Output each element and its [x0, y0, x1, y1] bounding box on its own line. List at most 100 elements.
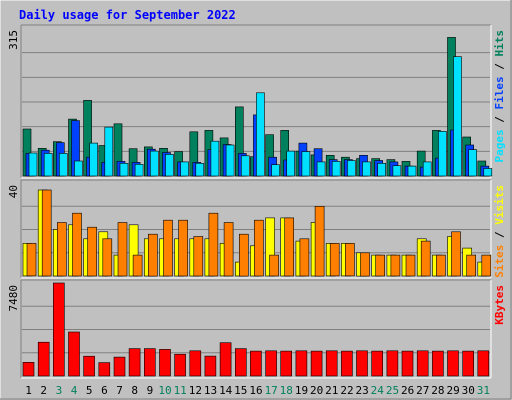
bar-sites-day-6 [102, 238, 113, 277]
bar-kbytes-day-30 [462, 350, 475, 377]
legend-entry-kbytes: KBytes [493, 285, 506, 325]
bar-sites-day-28 [436, 254, 446, 277]
bar-pages-day-25 [392, 165, 402, 177]
bar-kbytes-day-27 [416, 350, 429, 377]
bar-kbytes-day-3 [52, 282, 65, 377]
bar-kbytes-day-29 [447, 350, 459, 377]
bar-pages-day-11 [180, 161, 189, 177]
x-tick-label-19: 19 [295, 384, 308, 397]
legend-entry-visits: Visits [493, 185, 506, 225]
bar-pages-day-4 [74, 160, 83, 177]
bar-sites-day-24 [375, 254, 386, 277]
legend-separator: / [493, 110, 506, 130]
bar-kbytes-day-18 [280, 350, 293, 377]
x-tick-label-31: 31 [477, 384, 490, 397]
bar-pages-day-22 [347, 160, 356, 177]
x-tick-label-6: 6 [101, 384, 108, 397]
bar-pages-day-6 [104, 126, 114, 177]
bar-kbytes-day-31 [477, 350, 490, 377]
bar-kbytes-day-7 [113, 356, 126, 377]
panel-visits-sites: 40 Sites / Visits [7, 179, 506, 279]
x-tick-label-26: 26 [401, 384, 414, 397]
x-tick-label-3: 3 [56, 384, 63, 397]
x-tick-label-5: 5 [86, 384, 93, 397]
x-tick-label-13: 13 [204, 384, 217, 397]
x-tick-label-23: 23 [355, 384, 368, 397]
bar-sites-day-21 [329, 243, 340, 277]
bar-sites-day-19 [299, 238, 310, 277]
bar-pages-day-13 [210, 140, 220, 177]
bar-kbytes-day-16 [250, 350, 262, 377]
x-tick-label-27: 27 [416, 384, 429, 397]
bar-kbytes-day-28 [432, 350, 444, 377]
bar-pages-day-29 [453, 56, 462, 177]
bar-kbytes-day-24 [371, 350, 384, 377]
bar-kbytes-day-8 [128, 348, 141, 377]
bar-sites-day-27 [420, 240, 431, 277]
bar-kbytes-day-5 [83, 355, 95, 377]
bar-kbytes-day-1 [22, 361, 35, 377]
y-max-label: 40 [7, 185, 20, 198]
bar-sites-day-16 [254, 219, 264, 277]
y-max-label: 315 [7, 30, 20, 50]
x-tick-label-18: 18 [280, 384, 293, 397]
bar-kbytes-day-17 [265, 350, 277, 377]
bar-pages-day-28 [438, 131, 447, 177]
x-tick-label-9: 9 [147, 384, 154, 397]
bar-pages-day-8 [134, 164, 144, 177]
legend: Pages / Files / Hits [493, 30, 506, 163]
bar-kbytes-day-20 [310, 350, 323, 377]
bar-kbytes-day-14 [219, 342, 232, 377]
bar-kbytes-day-22 [341, 350, 353, 377]
x-tick-label-25: 25 [386, 384, 399, 397]
x-tick-label-7: 7 [116, 384, 123, 397]
x-tick-label-20: 20 [310, 384, 323, 397]
bar-kbytes-day-26 [401, 350, 414, 377]
bar-pages-day-2 [43, 153, 53, 177]
bar-pages-day-20 [316, 161, 326, 177]
bar-sites-day-14 [223, 222, 234, 277]
bar-kbytes-day-6 [98, 362, 111, 377]
bar-sites-day-1 [26, 243, 37, 277]
bar-pages-day-9 [150, 150, 159, 177]
bar-pages-day-27 [422, 161, 432, 177]
legend-separator: / [493, 225, 506, 245]
bar-pages-day-26 [407, 165, 417, 177]
panel-hits-files-pages: 315 Pages / Files / Hits [7, 24, 506, 179]
bar-kbytes-day-10 [159, 349, 171, 377]
bar-pages-day-30 [468, 149, 478, 177]
bar-pages-day-16 [256, 92, 265, 177]
x-tick-label-2: 2 [40, 384, 47, 397]
bar-sites-day-31 [481, 254, 492, 277]
x-tick-label-17: 17 [265, 384, 278, 397]
bar-sites-day-2 [41, 189, 52, 277]
bar-pages-day-1 [28, 152, 38, 177]
x-tick-label-10: 10 [158, 384, 171, 397]
bar-sites-day-3 [56, 222, 67, 277]
x-tick-label-4: 4 [71, 384, 78, 397]
bar-pages-day-3 [58, 153, 68, 177]
x-tick-label-28: 28 [431, 384, 444, 397]
bar-sites-day-7 [117, 222, 128, 277]
bar-pages-day-17 [271, 164, 280, 177]
bar-pages-day-10 [165, 154, 174, 177]
bar-sites-day-9 [148, 233, 158, 277]
bar-pages-day-19 [301, 151, 311, 177]
bar-pages-day-15 [241, 155, 250, 177]
bar-kbytes-day-25 [386, 350, 399, 377]
bar-kbytes-day-4 [68, 331, 80, 377]
bar-kbytes-day-19 [295, 350, 308, 377]
x-tick-label-14: 14 [219, 384, 233, 397]
bar-sites-day-15 [239, 233, 249, 277]
bar-kbytes-day-23 [356, 350, 368, 377]
bar-sites-day-17 [269, 254, 279, 277]
bar-pages-day-12 [195, 163, 205, 177]
legend: Sites / Visits [493, 185, 506, 278]
bar-sites-day-30 [466, 254, 477, 277]
bar-sites-day-26 [405, 254, 416, 277]
bar-sites-day-22 [345, 243, 355, 277]
bar-pages-day-5 [89, 142, 98, 177]
bar-kbytes-day-9 [144, 348, 156, 377]
